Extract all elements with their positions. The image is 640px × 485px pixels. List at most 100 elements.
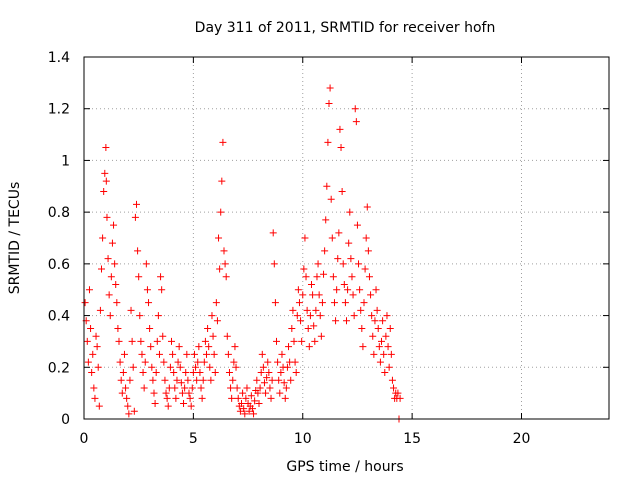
data-point — [200, 358, 208, 366]
data-point — [151, 399, 159, 407]
data-point — [212, 299, 220, 307]
data-point — [209, 332, 217, 340]
data-point — [316, 312, 324, 320]
data-point — [350, 312, 358, 320]
data-point — [234, 394, 242, 402]
data-point — [363, 203, 371, 211]
data-point — [376, 358, 384, 366]
data-point — [99, 234, 107, 242]
data-point — [108, 239, 116, 247]
data-point — [145, 299, 153, 307]
data-point — [164, 402, 172, 410]
data-point — [303, 306, 311, 314]
data-point — [310, 322, 318, 330]
data-point — [356, 286, 364, 294]
data-point — [335, 229, 343, 237]
data-point — [93, 343, 101, 351]
data-point — [100, 187, 108, 195]
data-point — [146, 325, 154, 332]
data-point — [83, 337, 91, 345]
data-point — [304, 325, 312, 332]
data-point — [378, 337, 385, 345]
data-point — [269, 229, 277, 237]
data-point — [182, 368, 190, 376]
data-point — [355, 260, 363, 268]
data-point — [271, 299, 279, 307]
data-point — [150, 389, 158, 397]
data-point — [282, 384, 290, 392]
data-point — [367, 291, 375, 299]
data-point — [113, 299, 121, 307]
data-point — [107, 273, 115, 281]
data-point — [264, 358, 272, 366]
data-point — [206, 363, 214, 371]
data-point — [365, 273, 373, 281]
data-point — [229, 376, 237, 384]
data-point — [285, 343, 293, 351]
data-point — [293, 312, 301, 320]
y-tick-label: 0 — [61, 412, 70, 428]
data-point — [317, 332, 325, 340]
data-point — [216, 265, 224, 273]
data-point — [381, 368, 389, 376]
data-point — [289, 306, 297, 314]
data-point — [196, 368, 204, 376]
data-point — [291, 358, 299, 366]
data-point — [290, 337, 298, 345]
x-axis-label: GPS time / hours — [286, 459, 403, 475]
data-point — [295, 299, 303, 307]
data-point — [171, 384, 179, 392]
data-point — [85, 286, 93, 294]
y-tick-label: 1.2 — [48, 102, 70, 118]
data-point — [263, 374, 271, 382]
x-axis-ticks: 0 5 10 15 20 — [80, 57, 530, 447]
data-point — [254, 389, 262, 397]
data-point — [160, 358, 168, 366]
data-point — [126, 376, 134, 384]
data-point — [123, 394, 131, 402]
data-point — [239, 389, 247, 397]
grid-lines — [84, 57, 609, 419]
data-point — [242, 394, 250, 402]
data-point — [262, 389, 270, 397]
data-point — [220, 247, 228, 255]
data-point — [172, 394, 180, 402]
data-point — [114, 325, 122, 332]
x-tick-label: 15 — [403, 431, 421, 447]
data-point — [217, 208, 225, 216]
data-point — [118, 389, 126, 397]
data-point — [341, 299, 349, 307]
y-tick-label: 0.6 — [48, 257, 70, 273]
data-point — [301, 234, 309, 242]
data-point — [139, 368, 147, 376]
data-point — [388, 376, 396, 384]
data-point — [346, 208, 354, 216]
data-point — [299, 291, 307, 299]
data-point — [96, 306, 104, 314]
data-point — [183, 350, 191, 358]
data-point — [387, 350, 395, 358]
data-point — [185, 389, 193, 397]
data-point — [337, 144, 345, 151]
x-tick-label: 5 — [189, 431, 198, 447]
data-point — [334, 255, 342, 263]
data-point — [161, 376, 169, 384]
data-point — [300, 265, 308, 273]
data-point — [92, 332, 100, 340]
data-point — [111, 260, 119, 268]
data-point — [394, 389, 402, 397]
data-point — [327, 195, 335, 203]
data-point — [267, 394, 275, 402]
data-point — [369, 332, 377, 340]
data-point — [257, 368, 265, 376]
data-point — [379, 317, 387, 325]
data-point — [203, 350, 210, 358]
data-point — [270, 260, 278, 268]
data-point — [187, 402, 195, 410]
data-point — [225, 368, 233, 376]
data-point — [152, 368, 160, 376]
data-point — [362, 234, 370, 242]
data-point — [371, 317, 379, 325]
data-point — [102, 177, 110, 185]
data-point — [250, 410, 258, 418]
